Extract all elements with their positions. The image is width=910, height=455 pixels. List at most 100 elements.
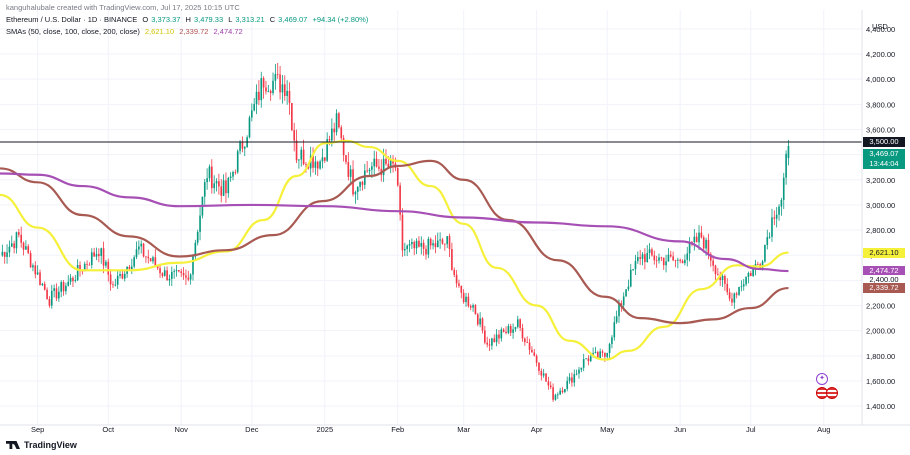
candle-body <box>766 237 769 245</box>
candle-body <box>764 244 766 262</box>
candle-body <box>611 337 613 344</box>
candle-body <box>366 170 368 172</box>
candle-body <box>41 283 44 286</box>
sma200-price-tag: 2,474.72 <box>863 266 905 277</box>
candle-body <box>651 249 653 256</box>
candle-body <box>58 291 60 299</box>
time-tick-label: Sep <box>31 425 44 434</box>
candle-body <box>18 232 20 235</box>
candle-body <box>684 259 686 264</box>
candle-body <box>316 161 319 169</box>
candle-body <box>90 252 93 266</box>
countdown-tag: 13:44:04 <box>863 158 905 169</box>
candle-body <box>333 128 336 133</box>
candle-body <box>549 385 552 388</box>
candle-body <box>479 318 481 325</box>
candle-body <box>669 254 672 257</box>
candle-body <box>749 273 752 276</box>
candle-body <box>206 178 208 183</box>
candle-body <box>399 185 401 215</box>
candle-body <box>453 269 456 275</box>
candle-body <box>427 238 430 255</box>
candle-body <box>709 254 712 261</box>
candle-body <box>396 168 399 186</box>
symbol-title[interactable]: Ethereum / U.S. Dollar · 1D · BINANCE <box>6 15 138 24</box>
candle-body <box>128 266 131 270</box>
candle-body <box>232 172 234 177</box>
sma-legend[interactable]: SMAs (50, close, 100, close, 200, close)… <box>6 27 246 36</box>
candle-body <box>742 284 745 287</box>
candle-body <box>83 263 86 272</box>
candle-body <box>142 243 145 257</box>
candle-body <box>288 90 291 104</box>
time-tick-label: Feb <box>391 425 404 434</box>
candle-body <box>542 373 545 376</box>
candle-body <box>660 257 663 259</box>
candle-body <box>594 352 597 354</box>
partial-axis-tick: 2,400.00 <box>863 275 905 286</box>
candle-body <box>575 373 578 375</box>
candle-body <box>448 236 451 250</box>
event-icon[interactable]: ✦ <box>816 373 828 385</box>
candle-body <box>178 270 180 272</box>
candle-body <box>222 180 225 196</box>
sma50-value: 2,621.10 <box>144 27 175 36</box>
time-axis[interactable]: Sep Oct Nov Dec 2025 Feb Mar Apr May Jun Jul Aug <box>31 425 830 434</box>
candle-body <box>559 390 561 395</box>
tradingview-logo[interactable]: TradingView <box>6 440 77 450</box>
candle-body <box>752 267 754 276</box>
candle-body <box>196 231 199 243</box>
candle-body <box>175 270 178 272</box>
candle-body <box>262 78 265 88</box>
candle-body <box>566 380 569 389</box>
candle-body <box>700 232 703 238</box>
candle-body <box>13 243 15 249</box>
candle-body <box>707 239 710 255</box>
sma-line-sma-100 <box>0 159 789 325</box>
candle-body <box>10 243 13 247</box>
candle-body <box>495 334 498 343</box>
candle-body <box>561 390 564 393</box>
candle-body <box>138 246 140 250</box>
candle-body <box>331 128 333 141</box>
candle-body <box>27 246 30 254</box>
candle-body <box>648 249 651 254</box>
sma-label[interactable]: SMAs (50, close, 100, close, 200, close) <box>6 27 140 36</box>
candle-body <box>154 257 157 266</box>
time-tick-label: Jul <box>746 425 756 434</box>
us-flag-icon[interactable] <box>826 387 838 399</box>
candle-body <box>140 243 143 247</box>
candle-body <box>620 303 623 306</box>
candle-body <box>564 388 566 393</box>
candle-body <box>418 240 420 247</box>
candle-body <box>286 90 288 96</box>
candle-body <box>359 181 361 187</box>
candle-body <box>615 316 618 323</box>
price-axis[interactable]: 1,400.00 1,600.00 1,800.00 2,000.00 2,200.00… <box>866 25 895 411</box>
candle-body <box>323 157 326 161</box>
candle-body <box>580 367 583 370</box>
candle-body <box>236 151 239 173</box>
candle-body <box>608 343 611 353</box>
price-tick-label: 2,000.00 <box>866 327 895 336</box>
candle-body <box>382 158 385 176</box>
candle-body <box>100 248 103 256</box>
open-value: 3,373.37 <box>151 15 181 24</box>
candle-body <box>170 271 173 279</box>
currency-unit[interactable]: USD <box>872 22 888 31</box>
candle-body <box>705 239 707 249</box>
candle-body <box>582 359 585 368</box>
candle-body <box>375 158 378 167</box>
candle-body <box>149 258 152 262</box>
candle-body <box>79 264 81 271</box>
candle-body <box>298 159 300 161</box>
candle-body <box>540 371 543 376</box>
candle-body <box>629 269 632 287</box>
candle-body <box>441 239 444 244</box>
candle-body <box>239 141 241 152</box>
candle-body <box>509 326 512 333</box>
open-label: O <box>142 15 149 24</box>
candle-body <box>72 277 74 282</box>
